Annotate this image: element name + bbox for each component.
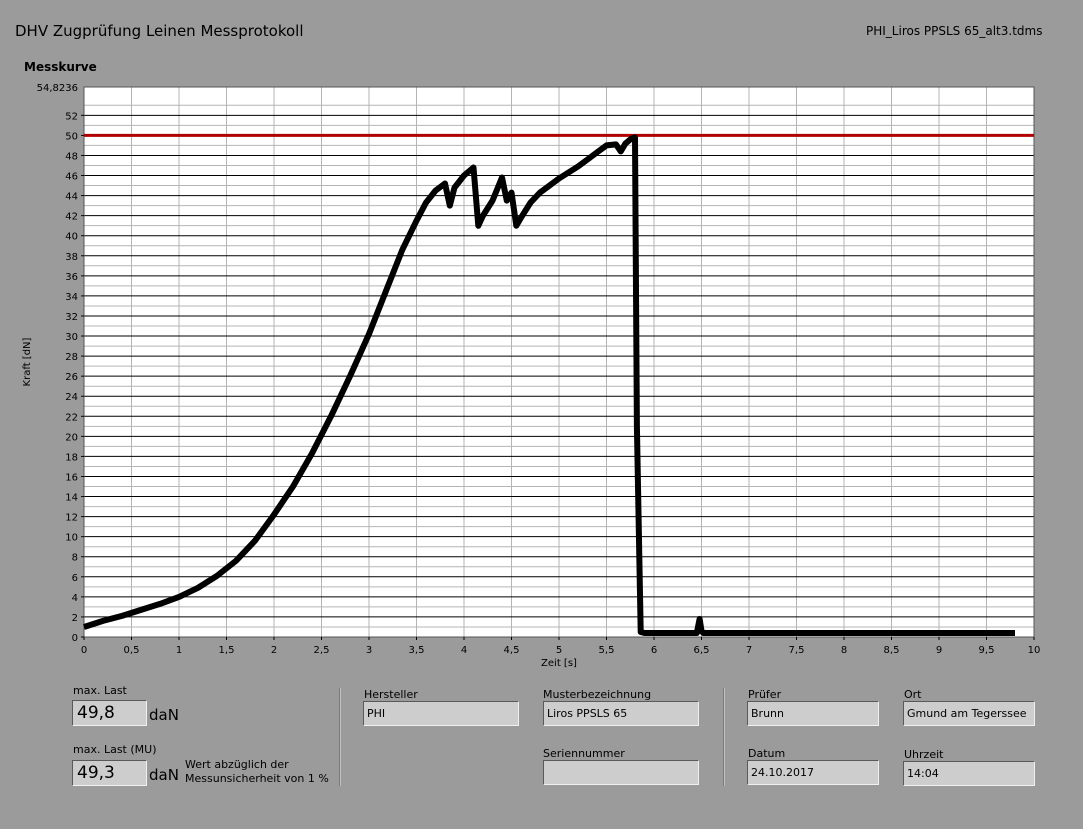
y-tick-label: 26 [65,372,78,383]
x-axis-label: Zeit [s] [541,658,577,669]
y-tick-label: 0 [72,633,78,644]
chart-heading: Messkurve [24,60,97,74]
y-tick-label: 24 [65,392,78,403]
y-axis-ticks: 0246810121416182022242628303234363840424… [37,83,84,644]
y-tick-label: 4 [72,593,78,604]
y-tick-label: 32 [65,312,78,323]
max-last-unit: daN [149,706,179,724]
y-tick-label: 8 [72,553,78,564]
max-last-mu-label: max. Last (MU) [73,743,157,756]
x-tick-label: 4,5 [504,645,520,656]
x-tick-label: 6,5 [694,645,710,656]
x-tick-label: 0,5 [124,645,140,656]
x-tick-label: 5,5 [599,645,615,656]
y-tick-label: 42 [65,212,78,223]
datum-label: Datum [748,747,786,760]
musterbezeichnung-label: Musterbezeichnung [543,688,652,701]
x-tick-label: 3,5 [409,645,425,656]
x-tick-label: 3 [366,645,372,656]
seriennummer-label: Seriennummer [543,747,625,760]
panel-divider-left [339,688,341,786]
uhrzeit-field: 14:04 [903,761,1035,786]
y-tick-label: 48 [65,151,78,162]
minor-grid [83,87,1035,637]
ort-field: Gmund am Tegerssee [903,701,1035,726]
y-tick-label: 44 [65,192,78,203]
y-tick-label: 34 [65,292,78,303]
x-tick-label: 8,5 [884,645,900,656]
datum-field: 24.10.2017 [747,760,879,785]
y-tick-label: 22 [65,412,78,423]
y-tick-label: 40 [65,232,78,243]
seriennummer-field [543,760,699,785]
y-tick-label: 38 [65,252,78,263]
y-tick-label: 52 [65,111,78,122]
y-max-label: 54,8236 [37,83,78,94]
hersteller-field: PHI [363,701,519,726]
x-tick-label: 9,5 [979,645,995,656]
x-tick-label: 1,5 [219,645,235,656]
max-last-mu-field: 49,3 [72,760,147,786]
y-tick-label: 12 [65,513,78,524]
y-axis-label: Kraft [dN] [22,337,33,386]
file-name: PHI_Liros PPSLS 65_alt3.tdms [866,24,1043,38]
max-last-mu-unit: daN [149,766,179,784]
y-tick-label: 50 [65,131,78,142]
y-tick-label: 6 [72,573,78,584]
y-tick-label: 28 [65,352,78,363]
max-last-label: max. Last [73,684,127,697]
pruefer-field: Brunn [747,701,879,726]
force-time-chart: 0246810121416182022242628303234363840424… [22,83,1041,669]
uhrzeit-label: Uhrzeit [904,748,944,761]
x-tick-label: 0 [81,645,87,656]
y-tick-label: 18 [65,452,78,463]
force-curve-core [83,135,1015,634]
panel-divider-right [723,688,725,786]
mu-note-line1: Wert abzüglich der [185,758,289,771]
x-tick-label: 7 [746,645,752,656]
x-tick-label: 8 [841,645,847,656]
y-tick-label: 30 [65,332,78,343]
x-tick-label: 1 [176,645,182,656]
x-tick-label: 2 [271,645,277,656]
y-tick-label: 16 [65,472,78,483]
y-tick-label: 14 [65,493,78,504]
mu-note-line2: Messunsicherheit von 1 % [185,772,329,785]
musterbezeichnung-field: Liros PPSLS 65 [543,701,699,726]
hersteller-label: Hersteller [364,688,418,701]
x-axis-ticks: 0 0,5 1 1,5 2 2,5 3 3,5 4 4,5 5 5,5 6 6,5 7 7,5 8 8,5 9 9,5… [81,637,1041,656]
x-tick-label: 5 [556,645,562,656]
x-tick-label: 4 [461,645,467,656]
x-tick-label: 10 [1028,645,1041,656]
report-title: DHV Zugprüfung Leinen Messprotokoll [15,22,304,40]
y-tick-label: 2 [72,613,78,624]
y-tick-label: 20 [65,432,78,443]
y-tick-label: 10 [65,533,78,544]
pruefer-label: Prüfer [748,688,782,701]
x-tick-label: 9 [936,645,942,656]
x-tick-label: 6 [651,645,657,656]
ort-label: Ort [904,688,922,701]
x-tick-label: 7,5 [789,645,805,656]
y-tick-label: 46 [65,172,78,183]
y-tick-label: 36 [65,272,78,283]
x-tick-label: 2,5 [314,645,330,656]
max-last-field: 49,8 [72,700,147,726]
